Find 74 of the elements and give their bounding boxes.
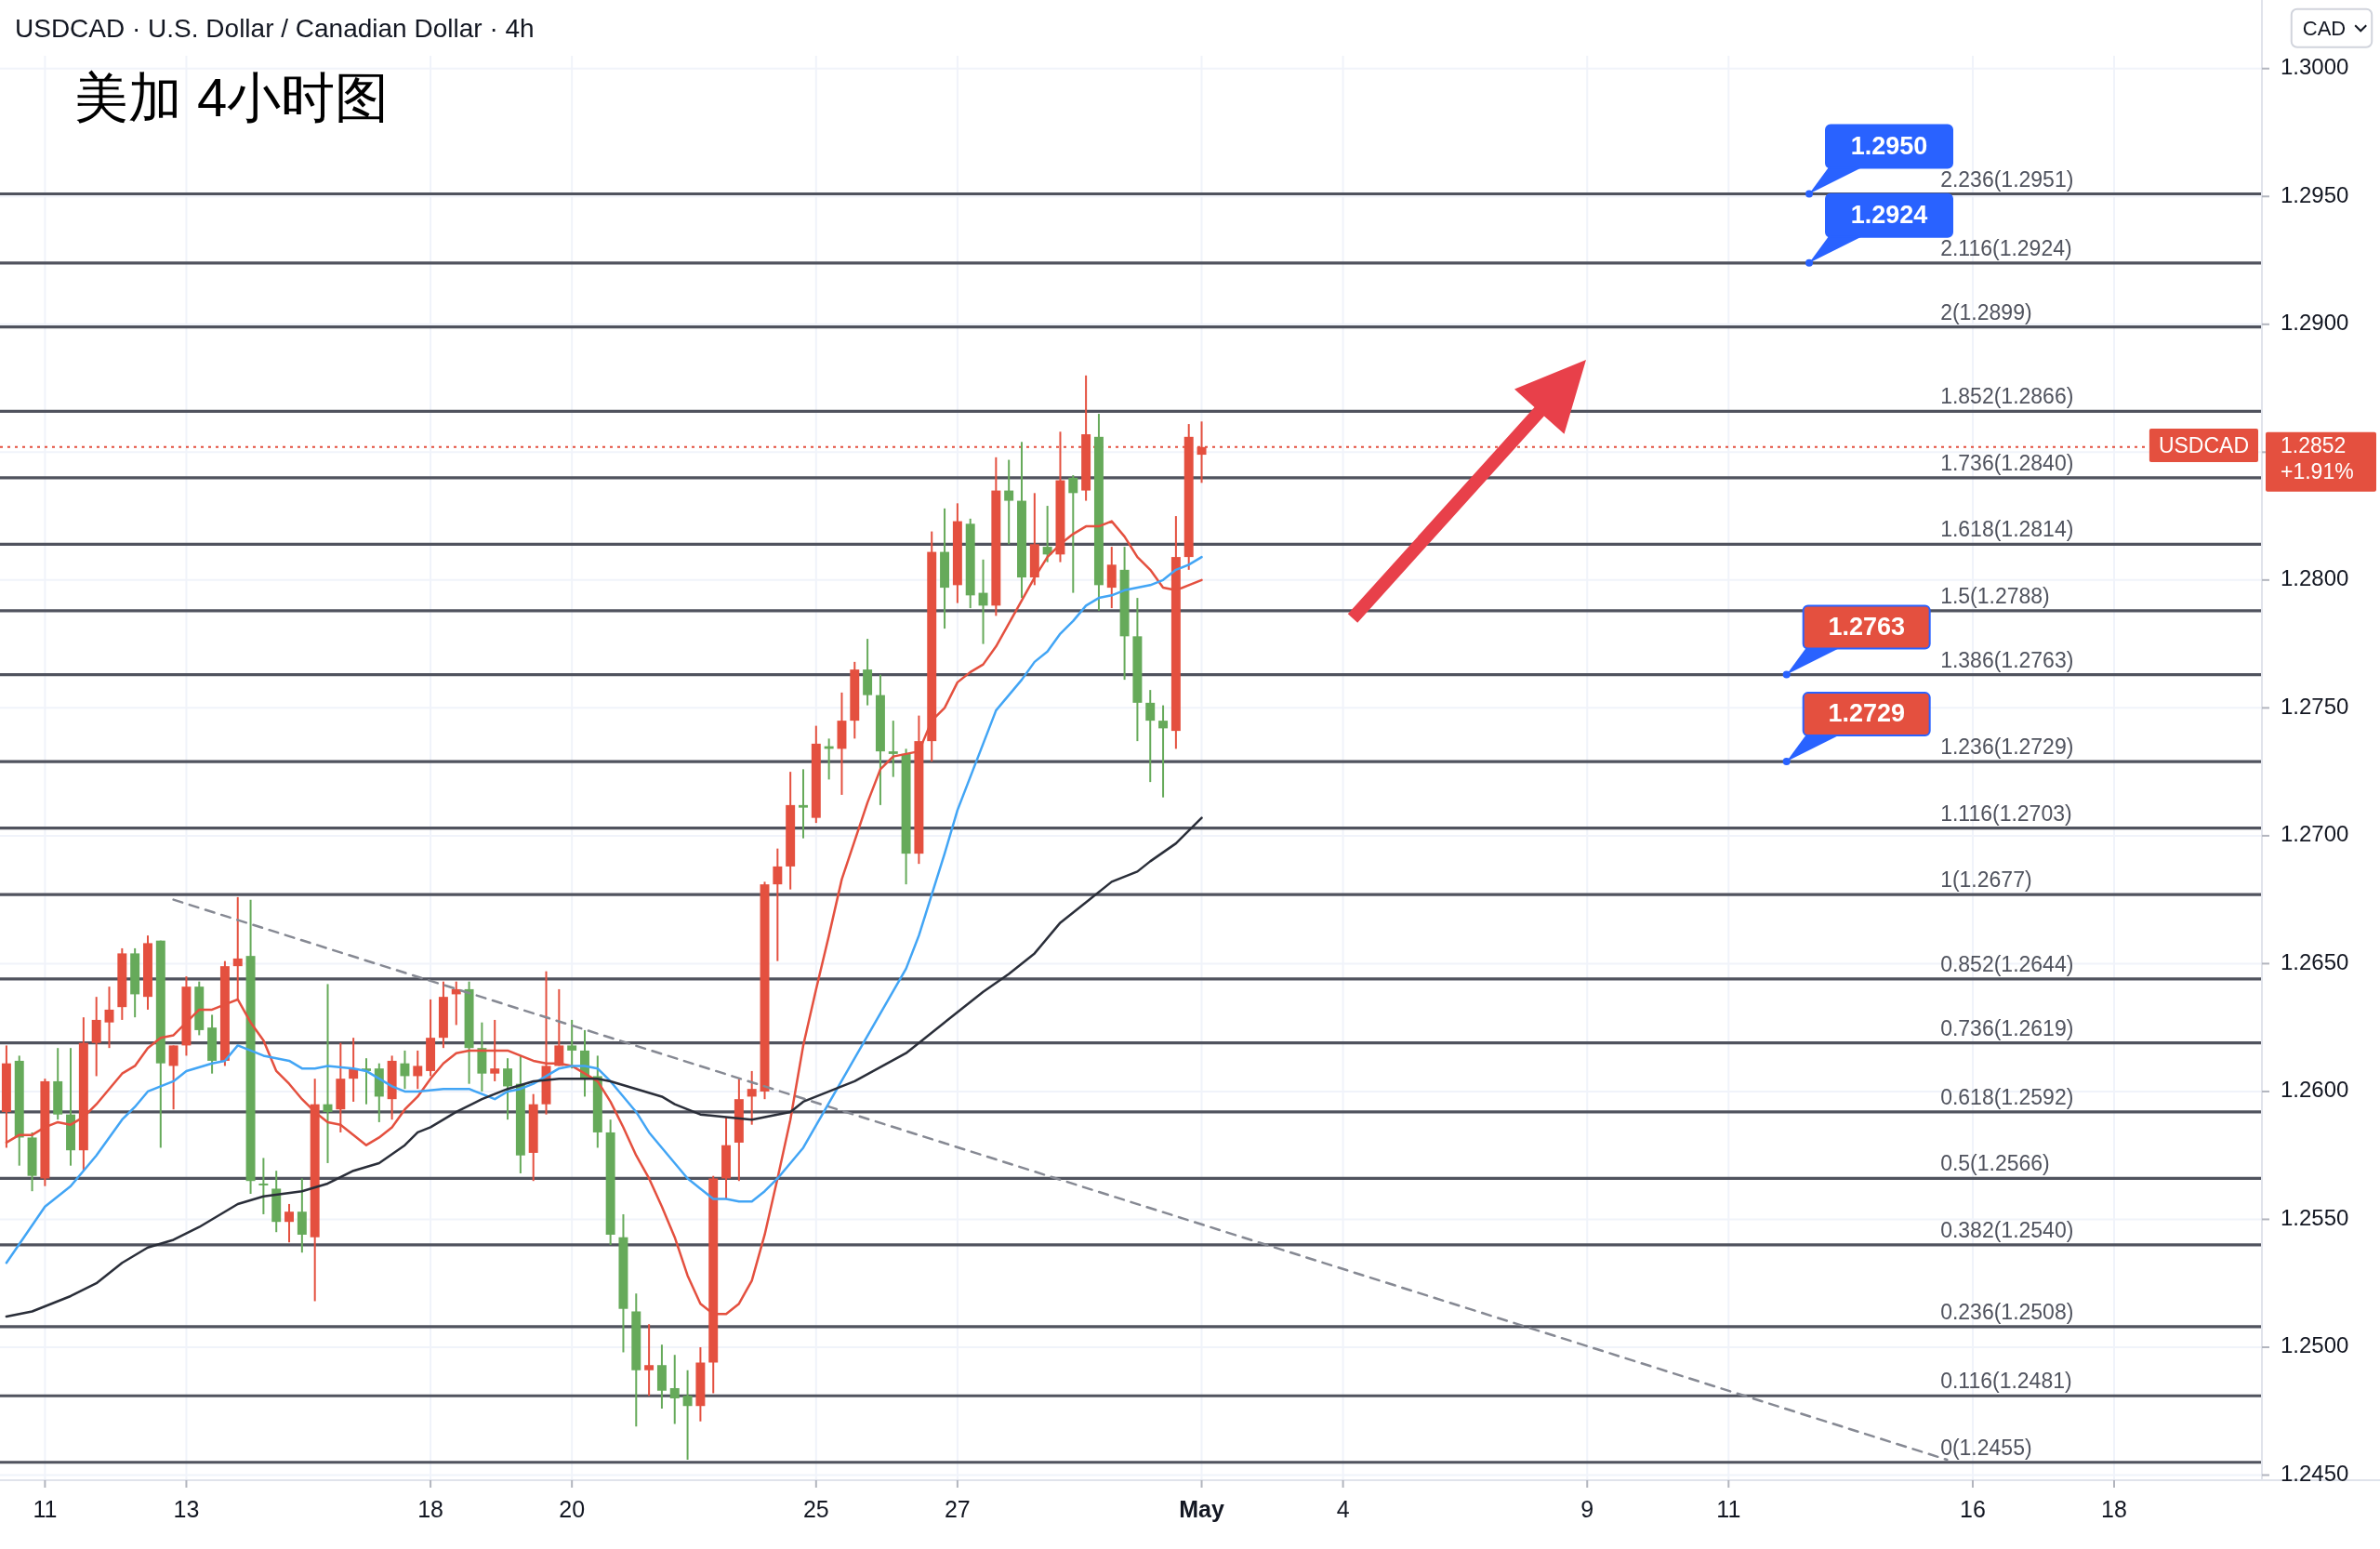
candlestick [284,1202,295,1244]
y-tick-label: 1.2700 [2281,821,2349,847]
ref-line-label: 1.618(1.2814) [1940,517,2074,542]
candlestick [413,1049,423,1091]
candlestick [978,558,988,645]
ref-line-label: 1.5(1.2788) [1940,583,2050,608]
chart-title: USDCAD · U.S. Dollar / Canadian Dollar · 4h [15,14,535,43]
candlestick [799,768,808,840]
ref-line-label: 1.116(1.2703) [1940,801,2072,826]
ref-line-label: 1(1.2677) [1940,867,2032,893]
ref-line-label: 1.852(1.2866) [1940,384,2074,409]
candlestick [490,1018,500,1082]
x-tick-label: 4 [1336,1496,1350,1522]
x-tick-label: 13 [173,1496,200,1522]
ref-line-label: 0.5(1.2566) [1940,1151,2050,1176]
candlestick [1068,474,1078,594]
candlestick [747,1069,757,1126]
ref-line-label: 0.736(1.2619) [1940,1015,2074,1040]
ref-line-label: 1.736(1.2840) [1940,450,2074,475]
candlestick [1145,689,1156,784]
y-tick-label: 1.2900 [2281,310,2349,336]
x-tick-label: May [1179,1496,1224,1522]
annotation: 1.2763 [1782,604,1931,679]
x-tick-label: 11 [33,1496,58,1522]
annotation: 1.2729 [1782,692,1931,766]
x-tick-label: 18 [2101,1496,2127,1522]
y-tick-label: 1.2500 [2281,1332,2349,1358]
chart-subtitle: 美加 4小时图 [74,67,390,127]
candlestick [400,1049,410,1091]
candlestick [168,1044,178,1111]
annotation: 1.2729 [1828,699,1905,728]
annotation: 1.2924 [1850,200,1928,229]
ref-line-label: 1.236(1.2729) [1940,735,2074,760]
y-tick-label: 1.2800 [2281,565,2349,591]
x-tick-label: 25 [802,1496,829,1522]
ref-line-label: 1.386(1.2763) [1940,647,2074,672]
annotation: 1.2763 [1828,612,1905,641]
candlestick [104,986,114,1050]
x-tick-label: 18 [417,1496,444,1522]
candlestick [669,1354,680,1425]
y-tick-label: 1.2750 [2281,693,2349,719]
candlestick [644,1323,654,1397]
x-tick-label: 9 [1580,1496,1594,1522]
candlestick [773,847,783,962]
y-tick-label: 1.2650 [2281,948,2349,974]
candlestick [567,1018,577,1070]
candlestick [258,1157,269,1215]
candlestick [1004,458,1014,546]
ref-line-label: 0.618(1.2592) [1940,1084,2074,1109]
price-label: USDCAD 1.2852 +1.91% [2149,428,2376,492]
y-tick-label: 1.2450 [2281,1460,2349,1486]
candlestick [232,895,243,1000]
ref-line-label: 0.382(1.2540) [1940,1217,2074,1242]
ref-line-label: 0.116(1.2481) [1940,1369,2072,1394]
annotation: CAD [2290,7,2373,48]
ref-line-label: 0.236(1.2508) [1940,1299,2074,1324]
ref-line-label: 2(1.2899) [1940,299,2032,324]
ref-line-label: 2.236(1.2951) [1940,166,2074,192]
candlestick [503,1057,513,1121]
candlestick [888,720,898,778]
ref-line-label: 0.852(1.2644) [1940,951,2074,976]
annotation: 1.2950 [1850,131,1928,160]
y-tick-label: 1.3000 [2281,54,2349,80]
y-tick-label: 1.2550 [2281,1204,2349,1230]
ref-line-label: 0(1.2455) [1940,1435,2032,1460]
x-tick-label: 16 [1960,1496,1986,1522]
y-tick-label: 1.2950 [2281,181,2349,207]
ref-line-label: 2.116(1.2924) [1940,235,2072,260]
candlestick [682,1369,693,1461]
x-tick-label: 27 [944,1496,971,1522]
candlestick [1158,704,1169,799]
x-tick-label: 11 [1716,1496,1741,1522]
x-tick-label: 20 [559,1496,586,1522]
y-tick-label: 1.2600 [2281,1077,2349,1103]
